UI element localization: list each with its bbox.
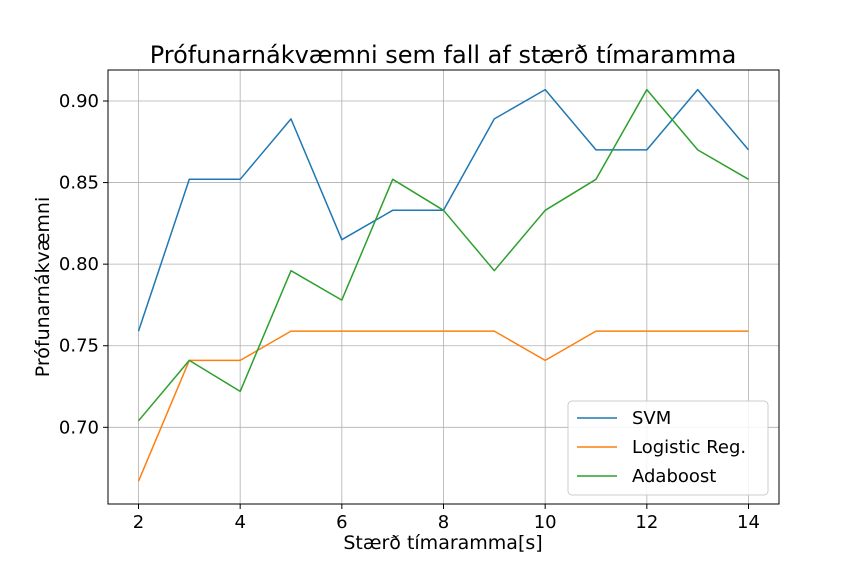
y-axis-label: Prófunarnákvæmni [32,197,54,377]
grid [108,70,779,504]
x-axis-label: Stærð tímaramma[s] [343,532,542,554]
legend-label-svm: SVM [632,408,671,429]
y-tick-label: 0.80 [59,254,99,275]
y-tick-label: 0.90 [59,91,99,112]
x-tick-label: 10 [534,512,557,533]
series-line-logistic-reg [137,330,749,482]
x-tick-label: 12 [635,512,658,533]
x-tick-label: 6 [336,512,347,533]
y-tick-label: 0.85 [59,173,99,194]
y-tick-label: 0.70 [59,417,99,438]
x-tick-label: 2 [133,512,144,533]
legend: SVM Logistic Reg. Adaboost [567,400,769,496]
legend-box [567,400,769,496]
y-tick-label: 0.75 [59,336,99,357]
legend-label-adaboost: Adaboost [632,466,716,487]
series-lines [137,88,750,482]
series-line-adaboost [137,88,749,422]
axis-ticks: 2 4 6 8 10 12 14 0.70 0.75 0.80 0.85 0.90 [59,91,760,533]
legend-label-logistic-reg: Logistic Reg. [632,437,746,458]
x-tick-label: 4 [234,512,245,533]
x-tick-label: 8 [438,512,449,533]
chart-title: Prófunarnákvæmni sem fall af stærð tímar… [150,41,737,69]
x-tick-label: 14 [737,512,760,533]
